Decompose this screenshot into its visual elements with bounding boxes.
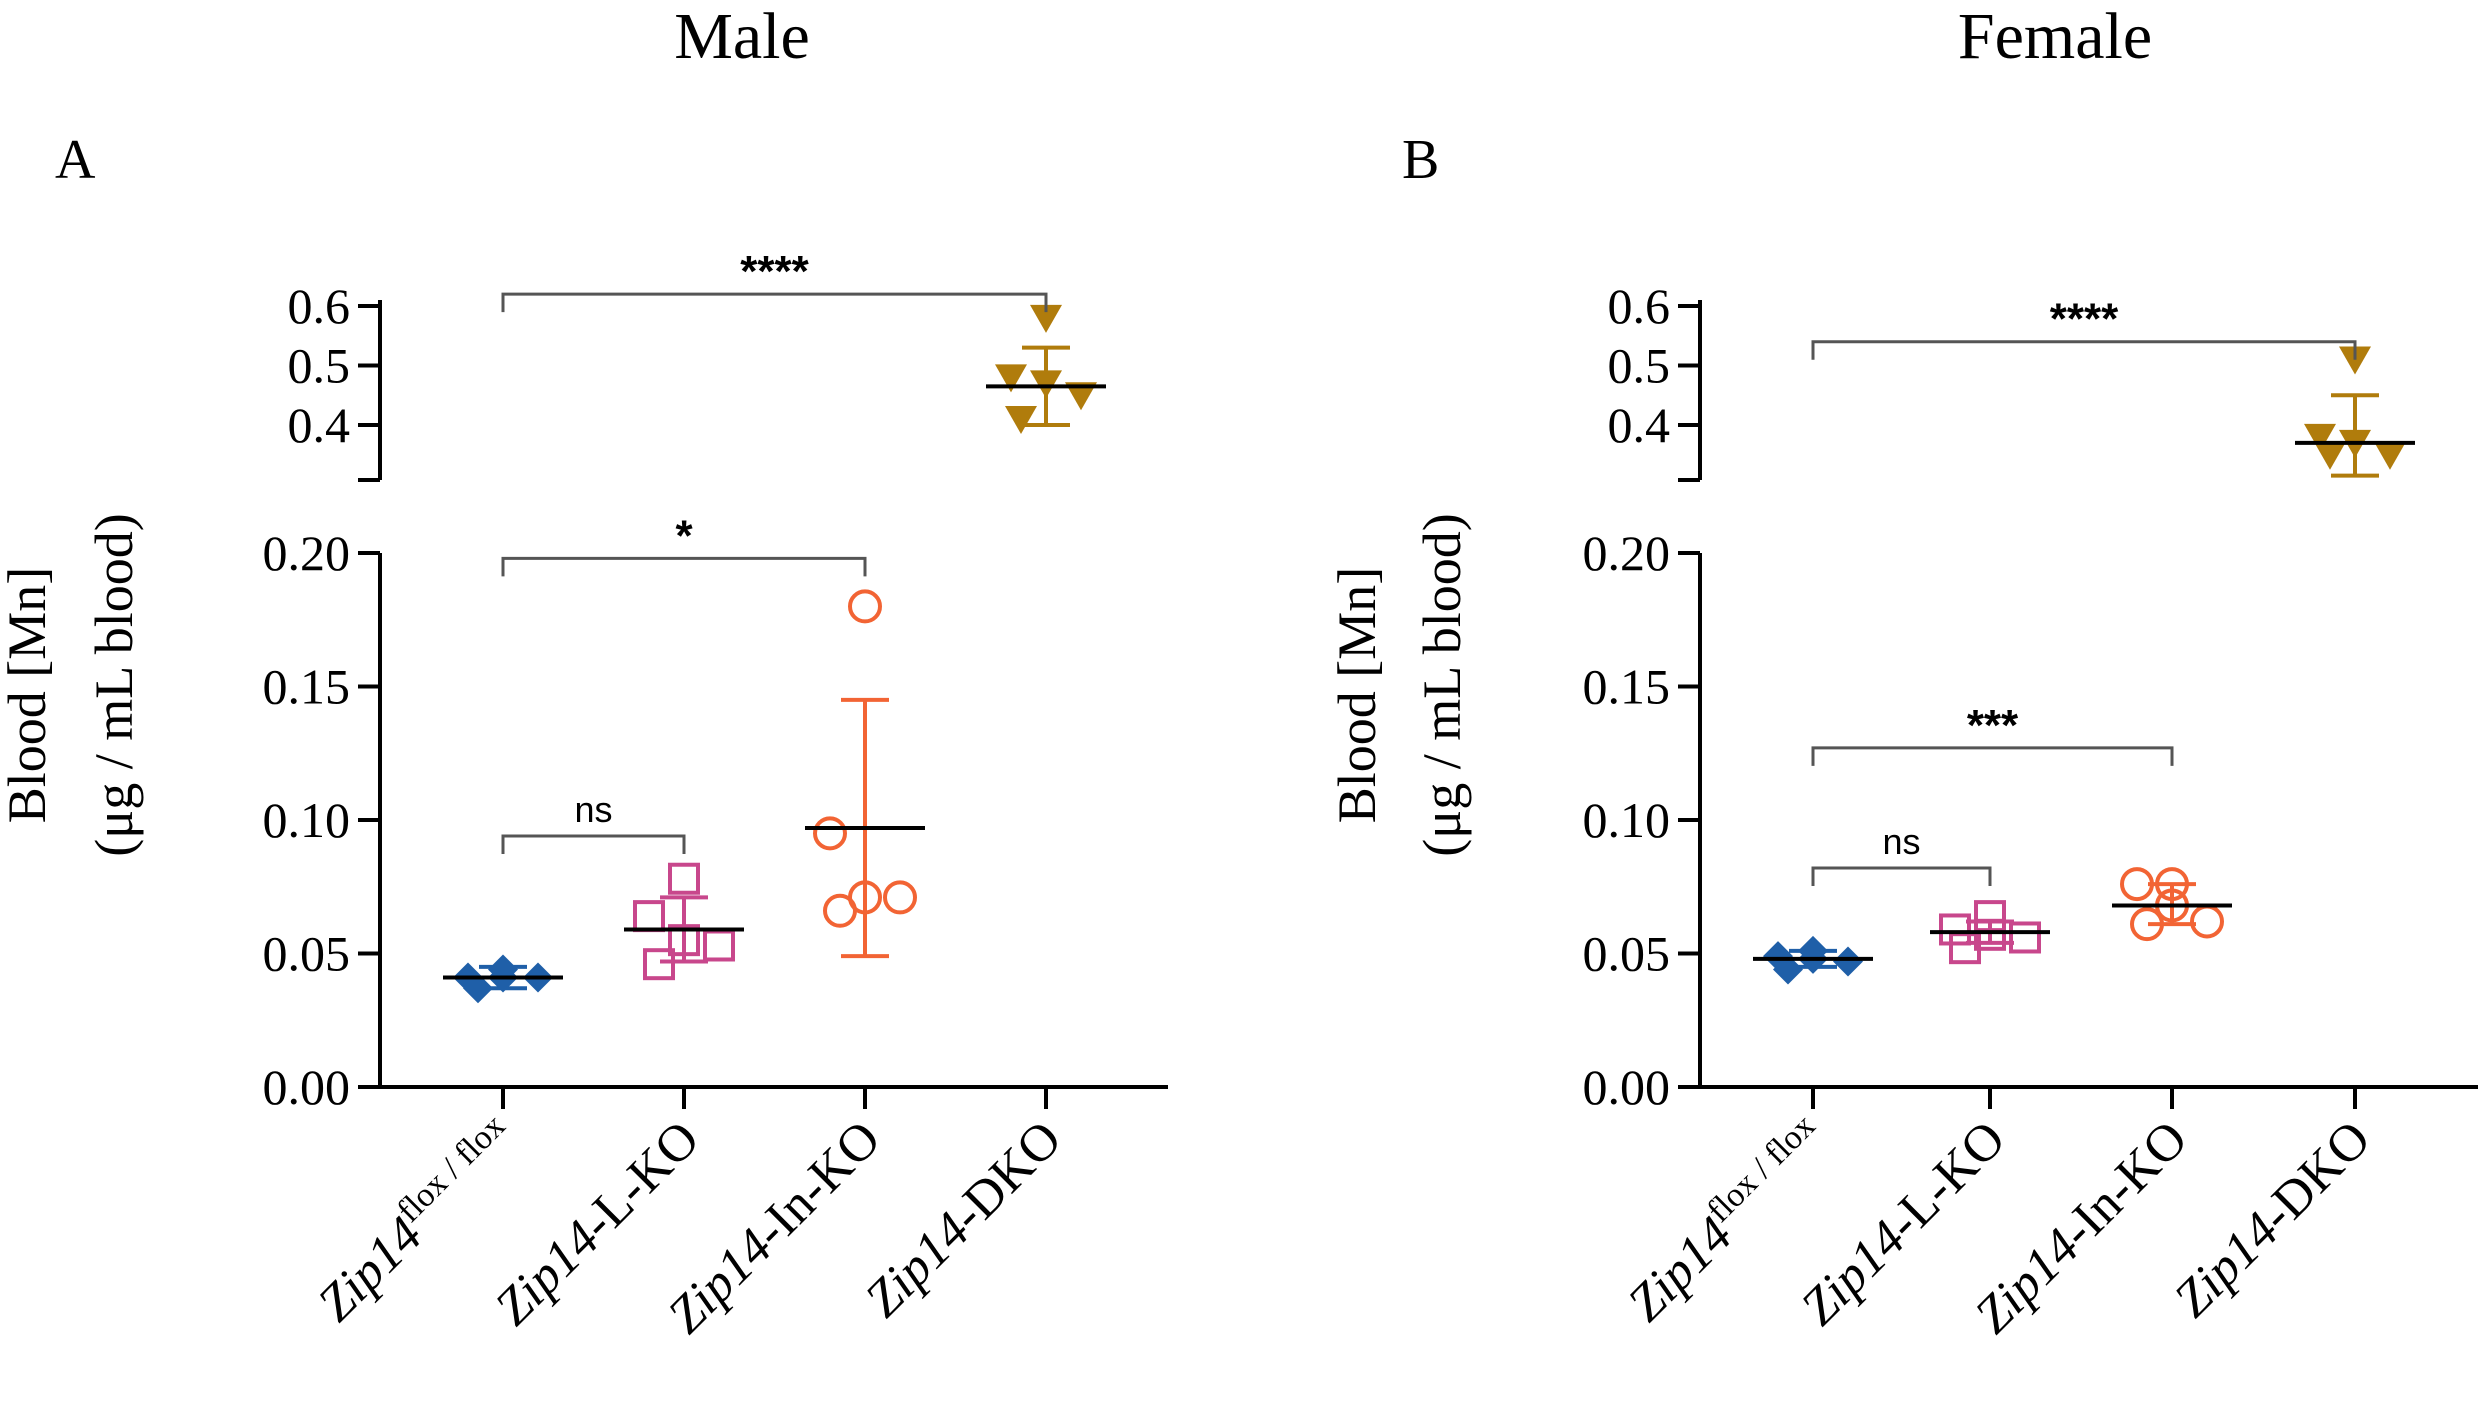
significance-bracket: **** bbox=[1811, 295, 2357, 360]
y-axis-label: Blood [Mn] bbox=[1327, 567, 1387, 824]
y-tick-label: 0.10 bbox=[263, 792, 351, 848]
data-point bbox=[883, 880, 917, 915]
data-point bbox=[668, 862, 700, 895]
x-tick-label: Zip14-DKO bbox=[2163, 1110, 2381, 1328]
bracket-line bbox=[1811, 340, 2357, 360]
x-tick-label-suffix: -DKO bbox=[940, 1110, 1072, 1242]
significance-bracket: ns bbox=[1811, 821, 1992, 887]
data-point bbox=[2374, 441, 2406, 470]
data-point bbox=[848, 589, 882, 624]
y-tick-label: 0.4 bbox=[1608, 397, 1671, 453]
panel-B: Female B Blood [Mn] (μg / mL blood) 0.00 0.05… bbox=[1327, 0, 2478, 1345]
x-tick-label-sup: flox / flox bbox=[1700, 1107, 1822, 1229]
significance-bracket: * bbox=[501, 511, 867, 577]
y-tick-label: 0.20 bbox=[1583, 525, 1671, 581]
data-point bbox=[813, 816, 847, 851]
y-tick-label: 0.15 bbox=[263, 659, 351, 715]
x-tick-label-suffix: -In-KO bbox=[743, 1110, 892, 1259]
panel-A: Male A Blood [Mn] (μg / mL blood) 0.00 0.05 0.… bbox=[0, 0, 1168, 1345]
y-tick-label: 0.00 bbox=[263, 1059, 351, 1115]
panel-letter: B bbox=[1402, 129, 1439, 191]
y-tick-label: 0.05 bbox=[263, 926, 351, 982]
data-point bbox=[643, 948, 675, 981]
y-tick-label: 0.10 bbox=[1583, 792, 1671, 848]
data-point bbox=[1065, 382, 1097, 411]
data-point bbox=[2190, 904, 2224, 939]
significance-label: **** bbox=[740, 247, 809, 296]
data-point bbox=[668, 924, 700, 957]
data-point bbox=[463, 973, 493, 1004]
series-4 bbox=[986, 304, 1106, 435]
x-tick-label-suffix: -In-KO bbox=[2050, 1110, 2199, 1259]
series-2 bbox=[624, 862, 744, 981]
x-tick-label-sup: flox / flox bbox=[390, 1107, 512, 1229]
data-point bbox=[703, 929, 735, 962]
series-4 bbox=[2295, 346, 2415, 478]
significance-label: ns bbox=[574, 789, 612, 830]
y-tick-label: 0.5 bbox=[1608, 338, 1671, 394]
significance-label: **** bbox=[2050, 295, 2119, 344]
significance-label: ns bbox=[1882, 821, 1920, 862]
data-point bbox=[1939, 913, 1971, 946]
y-tick-label: 0.6 bbox=[288, 278, 351, 334]
x-tick-label-suffix: -L-KO bbox=[570, 1110, 710, 1250]
series-1 bbox=[443, 954, 563, 1004]
y-tick-label: 0.05 bbox=[1583, 926, 1671, 982]
data-point bbox=[1974, 900, 2006, 933]
data-point bbox=[2009, 921, 2041, 954]
series-3 bbox=[805, 589, 925, 959]
data-point bbox=[995, 364, 1027, 393]
bracket-line bbox=[1811, 866, 1992, 887]
y-axis-label-units: (μg / mL blood) bbox=[1412, 513, 1472, 856]
y-tick-label: 0.5 bbox=[288, 338, 351, 394]
bracket-line bbox=[501, 292, 1048, 313]
bracket-line bbox=[1811, 746, 2174, 766]
data-point bbox=[2339, 346, 2371, 375]
y-tick-label: 0.6 bbox=[1608, 278, 1671, 334]
data-point bbox=[2120, 867, 2154, 902]
data-point bbox=[633, 900, 665, 933]
data-point bbox=[2304, 423, 2336, 452]
series-1 bbox=[1753, 935, 1873, 985]
data-point bbox=[2155, 867, 2189, 902]
bracket-line bbox=[501, 834, 686, 855]
significance-label: * bbox=[675, 511, 693, 560]
panel-title: Female bbox=[1958, 0, 2152, 73]
y-tick-label: 0.20 bbox=[263, 525, 351, 581]
data-point bbox=[2130, 907, 2164, 942]
x-tick-label: Zip14-DKO bbox=[854, 1110, 1072, 1328]
significance-bracket: *** bbox=[1811, 701, 2174, 766]
data-point bbox=[2314, 441, 2346, 470]
bracket-line bbox=[501, 556, 867, 577]
data-point bbox=[823, 893, 857, 928]
y-tick-label: 0.00 bbox=[1583, 1059, 1671, 1115]
data-point bbox=[1833, 946, 1863, 977]
data-point bbox=[1005, 406, 1037, 435]
data-point bbox=[1030, 304, 1062, 333]
panel-title: Male bbox=[674, 0, 810, 73]
y-axis-label-units: (μg / mL blood) bbox=[84, 513, 144, 856]
series-3 bbox=[2112, 867, 2232, 942]
significance-label: *** bbox=[1967, 701, 2019, 750]
panel-letter: A bbox=[55, 129, 96, 191]
y-tick-label: 0.15 bbox=[1583, 659, 1671, 715]
significance-bracket: **** bbox=[501, 247, 1048, 313]
x-tick-label-suffix: -DKO bbox=[2249, 1110, 2381, 1242]
data-point bbox=[1773, 954, 1803, 985]
y-axis-label: Blood [Mn] bbox=[0, 567, 57, 824]
data-point bbox=[1949, 932, 1981, 965]
x-tick-label-suffix: -L-KO bbox=[1876, 1110, 2016, 1250]
series-2 bbox=[1930, 900, 2050, 965]
significance-bracket: ns bbox=[501, 789, 686, 855]
y-tick-label: 0.4 bbox=[288, 397, 351, 453]
